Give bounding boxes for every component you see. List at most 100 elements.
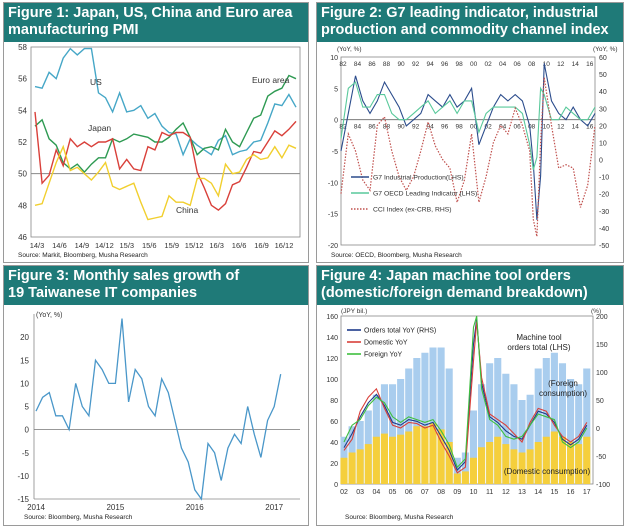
x-tick-label-mid: 16 xyxy=(586,124,594,131)
left-y-tick-label: 5 xyxy=(334,86,338,93)
x-tick-label-mid: 96 xyxy=(441,124,449,131)
bar-total xyxy=(445,368,453,484)
x-tick-label: 88 xyxy=(383,61,391,68)
left-y-tick-label: 120 xyxy=(326,356,338,363)
right-y-tick-label: 150 xyxy=(596,342,608,349)
bar-total xyxy=(550,352,558,484)
right-y-tick-label: 10 xyxy=(599,140,607,147)
bar-domestic xyxy=(461,471,469,484)
legend-label: CCI Index (ex-CRB, RHS) xyxy=(373,207,452,214)
y-tick-label: 56 xyxy=(18,75,27,84)
bar-domestic xyxy=(575,444,583,484)
bar-domestic xyxy=(421,426,429,484)
bar-domestic xyxy=(437,429,445,484)
right-y-tick-label: -50 xyxy=(596,454,606,461)
figure-3-panel: Figure 3: Monthly sales growth of 19 Tai… xyxy=(3,265,309,526)
x-tick-label-mid: 08 xyxy=(528,124,536,131)
plot-frame xyxy=(340,56,596,246)
x-tick-label-mid: 86 xyxy=(368,124,376,131)
bar-domestic xyxy=(518,452,526,484)
right-y-tick-label: 100 xyxy=(596,370,608,377)
bar-domestic xyxy=(397,434,405,484)
x-tick-label-mid: 98 xyxy=(455,124,463,131)
x-tick-label: 94 xyxy=(426,61,434,68)
right-y-tick-label: -100 xyxy=(596,482,610,489)
figure-4-panel: Figure 4: Japan machine tool orders (dom… xyxy=(316,265,624,526)
x-tick-label: 12 xyxy=(502,489,510,496)
bar-total xyxy=(478,384,486,484)
x-tick-label: 2014 xyxy=(27,503,45,512)
x-tick-label: 02 xyxy=(340,489,348,496)
annotation-total-2: orders total (LHS) xyxy=(507,343,570,352)
x-tick-label: 12 xyxy=(557,61,565,68)
x-tick-label: 2016 xyxy=(186,503,204,512)
x-tick-label: 15/12 xyxy=(185,241,204,250)
figure-1-chart: 46 48 50 52 54 56 58 14/3 14/6 14/9 14/12 15/3 15/6 1… xyxy=(18,43,301,250)
figure-2-source: Source: OECD, Bloomberg, Musha Research xyxy=(331,252,462,259)
right-y-tick-label: 200 xyxy=(596,314,608,321)
x-tick-label: 15 xyxy=(550,489,558,496)
series-line-foreign xyxy=(343,315,588,469)
x-tick-label: 14 xyxy=(534,489,542,496)
right-y-tick-label: -30 xyxy=(599,209,609,216)
left-y-tick-label: 0 xyxy=(334,118,338,125)
bar-domestic xyxy=(453,473,461,484)
bar-domestic xyxy=(356,449,364,484)
right-y-tick-label: 40 xyxy=(599,89,607,96)
legend-label: Foreign YoY xyxy=(364,352,402,359)
bar-domestic xyxy=(583,436,591,484)
x-tick-label: 90 xyxy=(397,61,405,68)
bar-domestic xyxy=(364,444,372,484)
x-tick-label: 16 xyxy=(567,489,575,496)
right-y-tick-label: 0 xyxy=(599,158,603,165)
x-tick-label-mid: 14 xyxy=(572,124,580,131)
y-tick-label: -15 xyxy=(17,495,29,504)
bar-domestic xyxy=(380,433,389,484)
bar-total xyxy=(526,394,534,484)
series-line-japan xyxy=(34,111,297,211)
y-tick-label: 46 xyxy=(18,233,27,242)
left-y-tick-label: -10 xyxy=(328,180,338,187)
x-tick-label: 08 xyxy=(437,489,445,496)
y-tick-label: -10 xyxy=(17,472,29,481)
figure-2-title: Figure 2: G7 leading indicator, industri… xyxy=(317,3,623,42)
left-y-tick-label: 100 xyxy=(326,377,338,384)
series-line-g7-left xyxy=(340,81,596,170)
x-tick-label: 02 xyxy=(485,61,493,68)
x-tick-label-mid: 92 xyxy=(412,124,420,131)
x-tick-label: 11 xyxy=(486,489,493,496)
series-line-china xyxy=(34,144,297,221)
x-tick-label-mid: 12 xyxy=(557,124,565,131)
bar-total xyxy=(461,452,469,484)
bar-total xyxy=(542,358,550,484)
y-tick-label: 10 xyxy=(20,379,29,388)
right-y-tick-label: -40 xyxy=(599,226,609,233)
right-y-tick-label: 50 xyxy=(596,398,604,405)
bar-total xyxy=(567,379,575,484)
annotation-foreign-2: consumption) xyxy=(539,389,587,398)
figure-1-title: Figure 1: Japan, US, China and Euro area… xyxy=(4,3,308,42)
right-axis-label: (YoY, %) xyxy=(593,46,618,53)
y-tick-label: 50 xyxy=(18,170,27,179)
bar-domestic xyxy=(372,436,380,484)
y-tick-label: 15 xyxy=(20,356,29,365)
left-y-tick-label: 20 xyxy=(330,461,338,468)
bar-domestic xyxy=(413,426,421,484)
left-axis-label: (YoY, %) xyxy=(337,46,362,53)
label-japan: Japan xyxy=(88,123,111,133)
bar-domestic xyxy=(542,436,550,484)
x-tick-label: 15/6 xyxy=(142,241,157,250)
x-tick-label-mid: 10 xyxy=(543,124,551,131)
annotation-foreign-1: (Foreign xyxy=(548,379,578,388)
annotation-domestic: (Domestic consumption) xyxy=(504,467,591,476)
legend-label: G7 Industrial Production(LHS) xyxy=(373,175,464,182)
y-tick-label: 54 xyxy=(18,106,27,115)
left-y-tick-label: -5 xyxy=(332,149,338,156)
x-tick-label: 06 xyxy=(405,489,413,496)
bar-domestic xyxy=(389,436,397,484)
left-axis-label: (JPY bil.) xyxy=(341,308,367,315)
bar-total xyxy=(421,352,429,484)
bar-domestic xyxy=(558,436,567,484)
x-tick-label-mid: 94 xyxy=(426,124,434,131)
x-tick-label: 14 xyxy=(572,61,580,68)
